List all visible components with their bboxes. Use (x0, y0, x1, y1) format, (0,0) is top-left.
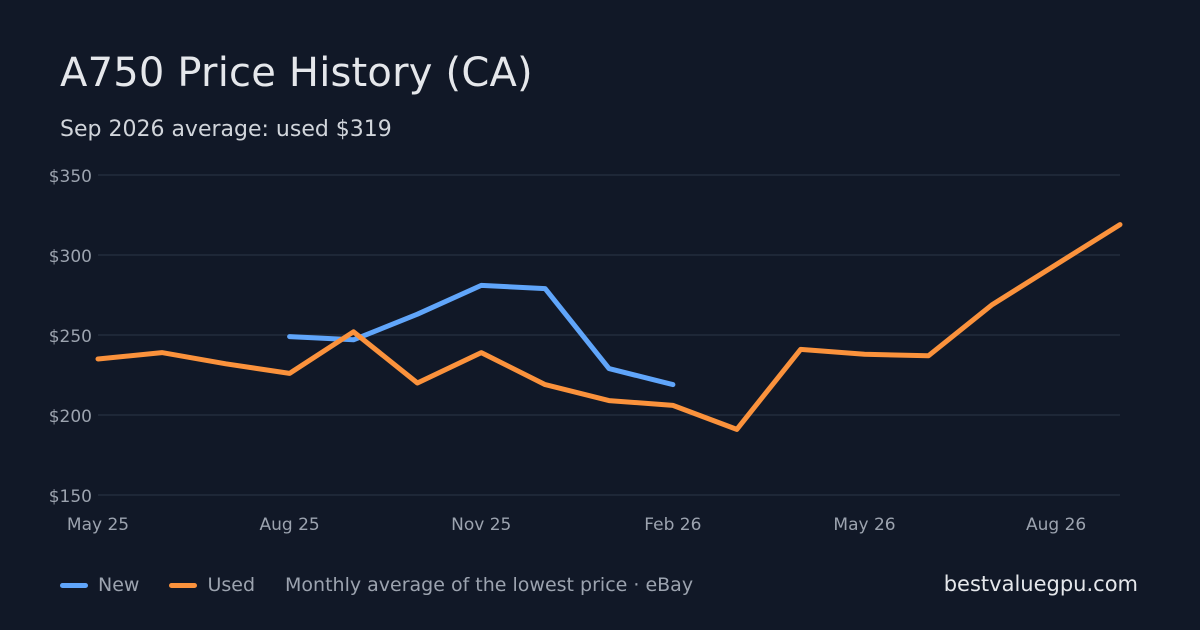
series-line-new (287, 282, 676, 388)
x-tick-label: Aug 25 (260, 515, 320, 535)
legend-item-used: Used (169, 574, 255, 596)
y-tick-label: $250 (49, 327, 92, 347)
legend-item-new: New (60, 574, 139, 596)
legend-swatch-used (169, 582, 198, 588)
x-tick-label: May 25 (67, 515, 129, 535)
x-tick-label: Aug 26 (1026, 515, 1086, 535)
x-tick-label: Feb 26 (644, 515, 701, 535)
brand-link[interactable]: bestvaluegpu.com (943, 572, 1138, 596)
x-tick-label: May 26 (833, 515, 895, 535)
y-tick-label: $200 (49, 407, 92, 427)
legend-swatch-new (60, 582, 88, 588)
y-tick-label: $350 (49, 167, 92, 187)
legend-label-used: Used (207, 574, 256, 596)
chart-footer: New Used Monthly average of the lowest p… (60, 574, 693, 596)
chart-subtitle: Sep 2026 average: used $319 (60, 117, 392, 142)
y-tick-label: $300 (49, 247, 92, 267)
chart-title: A750 Price History (CA) (60, 50, 533, 96)
source-note: Monthly average of the lowest price · eB… (285, 574, 694, 596)
legend-label-new: New (98, 574, 140, 596)
x-tick-label: Nov 25 (451, 515, 511, 535)
series-line-used (95, 222, 1123, 432)
y-tick-label: $150 (49, 487, 92, 507)
